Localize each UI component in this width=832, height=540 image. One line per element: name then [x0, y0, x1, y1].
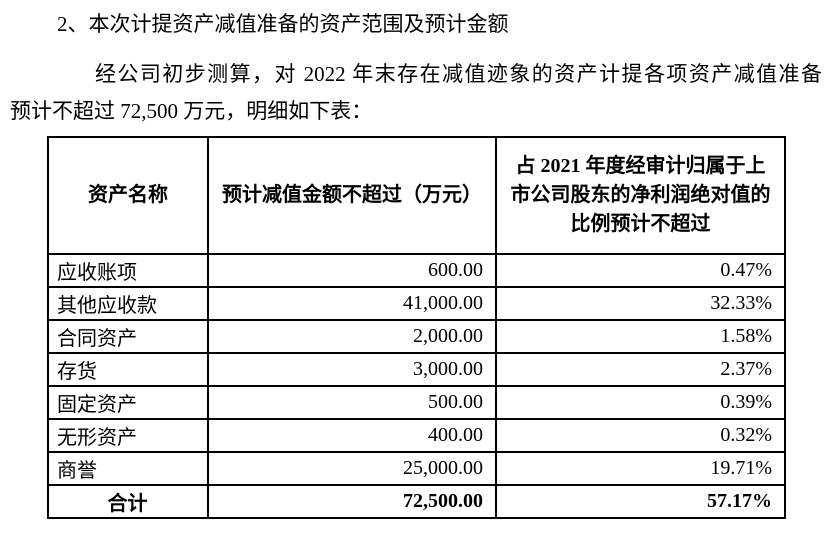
- amount-cell: 2,000.00: [207, 319, 497, 354]
- ratio-cell: 19.71%: [495, 451, 786, 486]
- table-row: 其他应收款 41,000.00 32.33%: [47, 286, 786, 321]
- amount-cell: 41,000.00: [207, 286, 497, 321]
- table-row: 商誉 25,000.00 19.71%: [47, 451, 786, 486]
- amount-cell: 600.00: [207, 253, 497, 288]
- intro-paragraph-line-2: 预计不超过 72,500 万元，明细如下表：: [10, 99, 373, 123]
- total-amount-cell: 72,500.00: [207, 484, 497, 519]
- impairment-provision-table: 资产名称 预计减值金额不超过（万元） 占 2021 年度经审计归属于上 市公司股…: [47, 136, 786, 519]
- asset-name-cell: 固定资产: [47, 385, 209, 420]
- asset-name-cell: 无形资产: [47, 418, 209, 453]
- amount-cell: 3,000.00: [207, 352, 497, 387]
- column-header-amount: 预计减值金额不超过（万元）: [207, 136, 497, 255]
- document-page: 2、本次计提资产减值准备的资产范围及预计金额 经公司初步测算，对 2022 年末…: [0, 9, 832, 519]
- intro-paragraph-line-1: 经公司初步测算，对 2022 年末存在减值迹象的资产计提各项资产减值准备: [95, 62, 822, 86]
- intro-paragraph: 经公司初步测算，对 2022 年末存在减值迹象的资产计提各项资产减值准备 预计不…: [10, 56, 822, 130]
- ratio-cell: 32.33%: [495, 286, 786, 321]
- column-header-ratio: 占 2021 年度经审计归属于上 市公司股东的净利润绝对值的 比例预计不超过: [495, 136, 786, 255]
- total-ratio-cell: 57.17%: [495, 484, 786, 519]
- asset-name-cell: 合同资产: [47, 319, 209, 354]
- ratio-cell: 0.47%: [495, 253, 786, 288]
- amount-cell: 25,000.00: [207, 451, 497, 486]
- table-header-row: 资产名称 预计减值金额不超过（万元） 占 2021 年度经审计归属于上 市公司股…: [47, 136, 786, 255]
- table-row: 固定资产 500.00 0.39%: [47, 385, 786, 420]
- table-row: 无形资产 400.00 0.32%: [47, 418, 786, 453]
- table-total-row: 合计 72,500.00 57.17%: [47, 484, 786, 519]
- table-row: 应收账项 600.00 0.47%: [47, 253, 786, 288]
- ratio-cell: 0.32%: [495, 418, 786, 453]
- amount-cell: 400.00: [207, 418, 497, 453]
- table-row: 合同资产 2,000.00 1.58%: [47, 319, 786, 354]
- asset-name-cell: 存货: [47, 352, 209, 387]
- total-label-cell: 合计: [47, 484, 209, 519]
- asset-name-cell: 其他应收款: [47, 286, 209, 321]
- column-header-asset-name: 资产名称: [47, 136, 209, 255]
- section-heading: 2、本次计提资产减值准备的资产范围及预计金额: [57, 12, 509, 36]
- table-row: 存货 3,000.00 2.37%: [47, 352, 786, 387]
- ratio-cell: 0.39%: [495, 385, 786, 420]
- asset-name-cell: 商誉: [47, 451, 209, 486]
- amount-cell: 500.00: [207, 385, 497, 420]
- asset-name-cell: 应收账项: [47, 253, 209, 288]
- ratio-cell: 1.58%: [495, 319, 786, 354]
- ratio-cell: 2.37%: [495, 352, 786, 387]
